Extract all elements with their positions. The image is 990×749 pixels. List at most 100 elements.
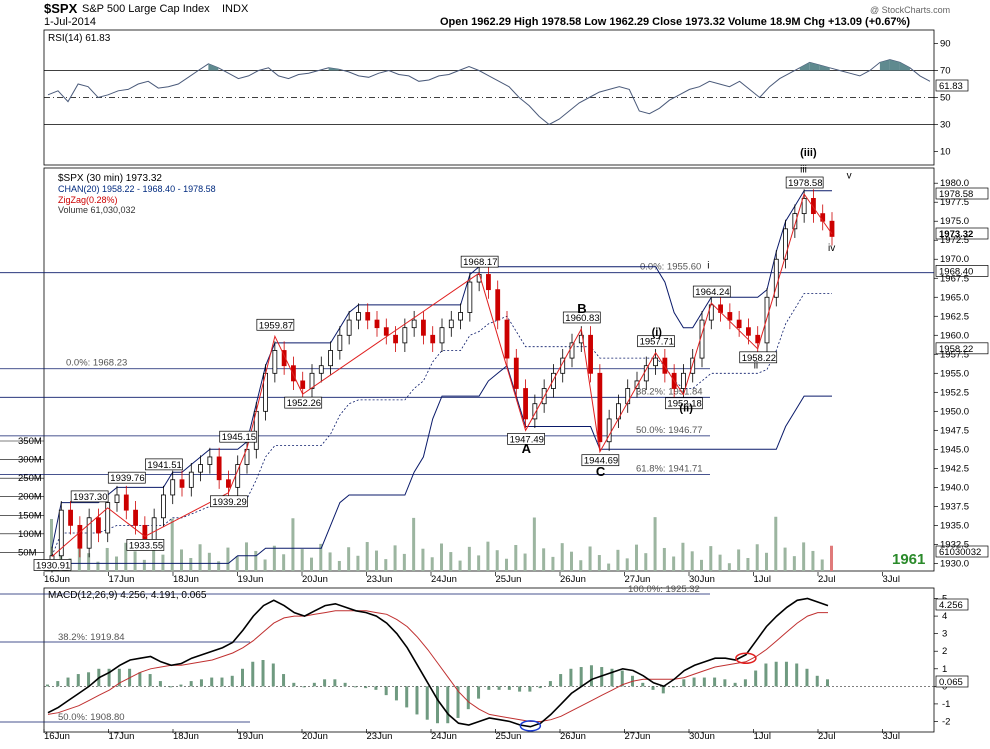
volume-bar bbox=[625, 558, 629, 571]
volume-bar bbox=[560, 543, 564, 571]
macd-histogram-bar bbox=[620, 670, 624, 687]
watermark: @ StockCharts.com bbox=[870, 5, 950, 15]
price-tick-label: 1962.5 bbox=[940, 311, 969, 322]
macd-histogram-bar bbox=[805, 668, 809, 687]
macd-histogram-bar bbox=[76, 674, 80, 687]
volume-bar bbox=[161, 554, 165, 571]
big-number: 1961 bbox=[892, 551, 925, 568]
pivot-label-box bbox=[145, 458, 183, 471]
macd-histogram-bar bbox=[713, 677, 717, 687]
volume-bar bbox=[477, 555, 481, 571]
candle-body bbox=[123, 494, 129, 511]
price-panel bbox=[43, 167, 935, 572]
price-tick-label: 1942.5 bbox=[940, 463, 969, 474]
volume-bar bbox=[440, 543, 443, 571]
volume-bar bbox=[180, 549, 183, 571]
date-tick-label: 17Jun bbox=[109, 574, 135, 585]
candle-body bbox=[829, 220, 835, 237]
pivot-label-box bbox=[256, 318, 295, 331]
macd-histogram-bar bbox=[415, 686, 419, 715]
candle-body bbox=[346, 319, 352, 336]
volume-layer bbox=[50, 516, 833, 571]
pivot-label-box bbox=[507, 433, 545, 445]
macd-histogram-bar bbox=[764, 663, 768, 687]
date-tick-label: 18Jun bbox=[173, 574, 199, 585]
wave-label: ii bbox=[754, 361, 758, 372]
macd-histogram-bar bbox=[826, 679, 829, 687]
date-tick-label: 27Jun bbox=[625, 731, 651, 742]
candle-body bbox=[606, 418, 612, 443]
macd-histogram-bar bbox=[138, 672, 142, 687]
date-tick-label: 1Jul bbox=[754, 731, 771, 742]
volume-bar bbox=[532, 517, 536, 571]
volume-bar bbox=[319, 543, 323, 571]
rsi-overbought-fill bbox=[889, 59, 900, 71]
macd-histogram-bar bbox=[487, 686, 491, 690]
pivot-label-box bbox=[562, 311, 601, 324]
price-axis: 1980.0 1977.5 1975.0 1972.5 1970.0 1967.5 1965… bbox=[934, 178, 969, 569]
right-price-label: 1978.58 bbox=[939, 189, 973, 200]
macd-current: 4.256 bbox=[939, 600, 963, 611]
rsi-overbought-fill bbox=[328, 67, 339, 71]
date-tick-label: 19Jun bbox=[238, 574, 264, 585]
volume-bar bbox=[588, 546, 592, 571]
macd-histogram-bar bbox=[230, 675, 234, 687]
volume-bar bbox=[356, 555, 360, 571]
volume-bar bbox=[105, 547, 109, 571]
pivot-label: 1978.58 bbox=[788, 178, 822, 189]
candle-body bbox=[328, 350, 333, 367]
volume-bar bbox=[700, 559, 703, 571]
macd-panel bbox=[43, 587, 935, 733]
macd-histogram-bar bbox=[589, 665, 593, 687]
pivot-label-box bbox=[692, 285, 731, 298]
candle-body bbox=[281, 350, 287, 367]
rsi-label: RSI(14) 61.83 bbox=[48, 33, 111, 44]
volume-bar bbox=[77, 544, 81, 571]
candle-body bbox=[681, 372, 686, 389]
candle-body bbox=[300, 380, 306, 389]
volume-bar bbox=[783, 547, 787, 571]
candle-body bbox=[430, 334, 436, 344]
candle-body bbox=[198, 464, 203, 473]
macd-histogram-bar bbox=[507, 686, 511, 690]
date-tick-label: 23Jun bbox=[367, 731, 393, 742]
macd-histogram-bar bbox=[394, 686, 398, 701]
pivot-label: 1959.87 bbox=[259, 320, 293, 331]
volume-bar bbox=[505, 558, 508, 571]
volume-bar bbox=[96, 561, 100, 571]
volume-bar bbox=[310, 557, 313, 571]
pivot-label: 1937.30 bbox=[73, 492, 107, 503]
candle-body bbox=[736, 319, 742, 329]
date-tick-label: 30Jun bbox=[689, 731, 715, 742]
price-tick-label: 1947.5 bbox=[940, 425, 969, 436]
price-tick-label: 1950.0 bbox=[940, 406, 969, 417]
macd-histogram-bar bbox=[343, 682, 347, 687]
volume-bar bbox=[365, 542, 369, 571]
candle-body bbox=[764, 296, 770, 344]
rsi-overbought-fill bbox=[208, 63, 219, 71]
candle-body bbox=[188, 471, 194, 488]
macd-histogram-bar bbox=[702, 677, 706, 687]
candle-body bbox=[272, 350, 278, 374]
candle-body bbox=[495, 289, 501, 321]
date-tick-label: 3Jul bbox=[883, 574, 900, 585]
volume-tick-label: 50M bbox=[18, 547, 37, 558]
price-legend-title: $SPX (30 min) 1973.32 bbox=[58, 173, 162, 184]
macd-cross-marker-red bbox=[735, 652, 757, 664]
wave-label: i bbox=[707, 260, 709, 271]
volume-bar bbox=[681, 542, 685, 571]
rsi-tick-label: 10 bbox=[940, 147, 951, 158]
date-tick-label: 2Jul bbox=[818, 731, 835, 742]
fib-label: 38.2%: 1951.84 bbox=[636, 386, 703, 397]
pivot-label: 1947.49 bbox=[510, 434, 544, 445]
volume-bar bbox=[272, 545, 276, 571]
wave-label: v bbox=[847, 171, 852, 182]
macd-layer: 100.0%: 1925.32 38.2%: 1919.84 50.0%: 1908… bbox=[0, 584, 934, 732]
volume-bar bbox=[133, 551, 137, 571]
date-tick-label: 20Jun bbox=[302, 731, 328, 742]
volume-bar bbox=[217, 561, 221, 571]
macd-histogram-bar bbox=[774, 661, 778, 687]
volume-tick-label: 150M bbox=[18, 510, 42, 521]
volume-bar bbox=[300, 549, 304, 571]
